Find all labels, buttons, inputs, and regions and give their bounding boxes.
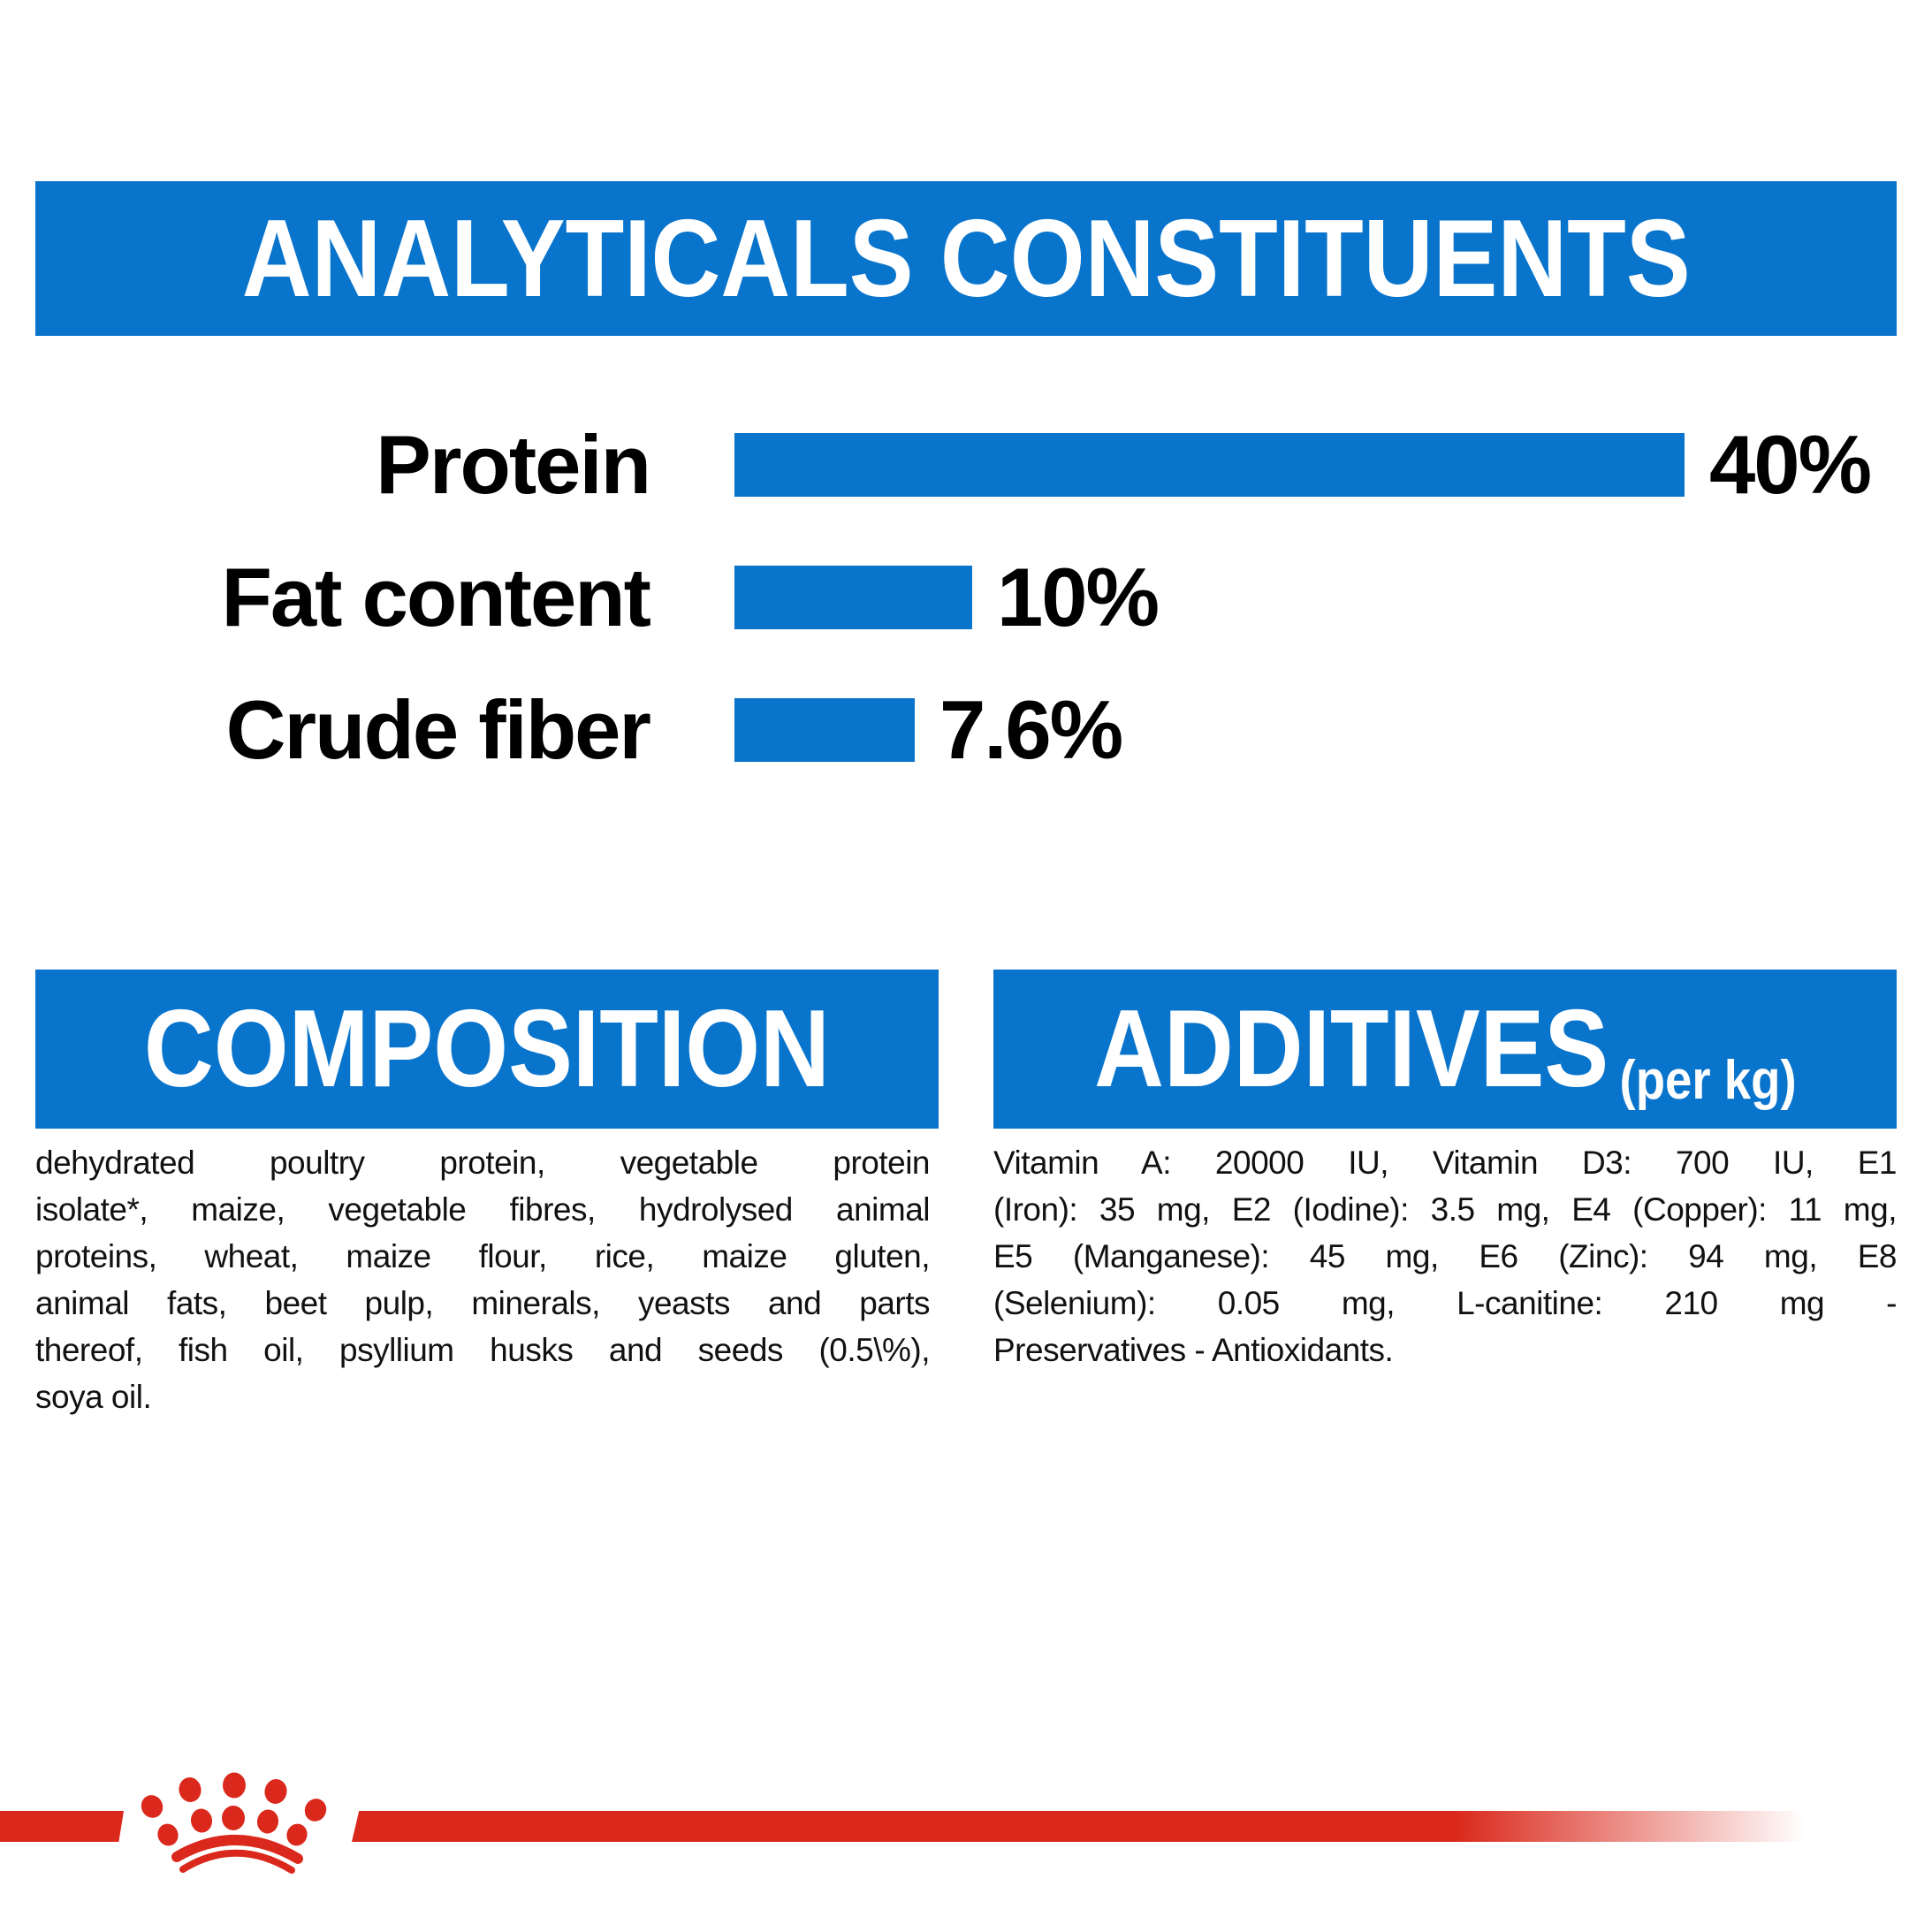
composition-line: proteins, wheat, maize flour, rice, maiz… xyxy=(35,1238,931,1274)
brand-line-right xyxy=(352,1811,1805,1842)
chart-row-protein: Protein 40% xyxy=(0,399,1932,531)
composition-banner: COMPOSITION xyxy=(35,970,939,1129)
protein-bar xyxy=(734,433,1685,497)
additives-line: (Selenium): 0.05 mg, L-canitine: 210 mg … xyxy=(993,1285,1898,1321)
composition-line: soya oil. xyxy=(35,1379,152,1415)
composition-line: animal fats, beet pulp, minerals, yeasts… xyxy=(35,1285,931,1321)
additives-line: (Iron): 35 mg, E2 (Iodine): 3.5 mg, E4 (… xyxy=(993,1191,1898,1228)
additives-paragraph: Vitamin A: 20000 IU, Vitamin D3: 700 IU,… xyxy=(993,1139,1898,1373)
chart-row-fat-content: Fat content 10% xyxy=(0,531,1932,664)
composition-line: dehydrated poultry protein, vegetable pr… xyxy=(35,1145,931,1181)
royal-canin-crown-logo xyxy=(141,1772,327,1874)
crude-fiber-label: Crude fiber xyxy=(225,683,651,776)
protein-label: Protein xyxy=(376,418,651,511)
analyticals-constituents-banner: ANALYTICALS CONSTITUENTS xyxy=(35,181,1897,336)
additives-line: Preservatives - Antioxidants. xyxy=(993,1332,1394,1368)
additives-per-kg-label: (per kg) xyxy=(1619,1050,1797,1111)
analyticals-constituents-title: ANALYTICALS CONSTITUENTS xyxy=(241,197,1691,320)
crown-paw-dots xyxy=(141,1772,327,1846)
brand-line-left xyxy=(0,1811,124,1842)
protein-value: 40% xyxy=(1709,418,1872,511)
composition-line: isolate*, maize, vegetable fibres, hydro… xyxy=(35,1191,931,1228)
crown-base-arcs xyxy=(171,1835,303,1874)
additives-line: E5 (Manganese): 45 mg, E6 (Zinc): 94 mg,… xyxy=(993,1238,1898,1274)
additives-title-group: ADDITIVES (per kg) xyxy=(1094,986,1796,1112)
chart-row-crude-fiber: Crude fiber 7.6% xyxy=(0,664,1932,796)
fat-content-value: 10% xyxy=(997,551,1160,643)
fat-content-bar xyxy=(734,566,972,629)
crude-fiber-bar xyxy=(734,698,915,762)
analytical-constituents-chart: Protein 40% Fat content 10% Crude fiber … xyxy=(0,399,1932,796)
composition-line: thereof, fish oil, psyllium husks and se… xyxy=(35,1332,931,1368)
fat-content-label: Fat content xyxy=(221,551,651,643)
additives-title: ADDITIVES xyxy=(1093,988,1609,1110)
additives-banner: ADDITIVES (per kg) xyxy=(993,970,1897,1129)
composition-paragraph: dehydrated poultry protein, vegetable pr… xyxy=(35,1139,931,1420)
composition-title: COMPOSITION xyxy=(144,988,830,1110)
additives-line: Vitamin A: 20000 IU, Vitamin D3: 700 IU,… xyxy=(993,1145,1898,1181)
crude-fiber-value: 7.6% xyxy=(939,683,1123,776)
